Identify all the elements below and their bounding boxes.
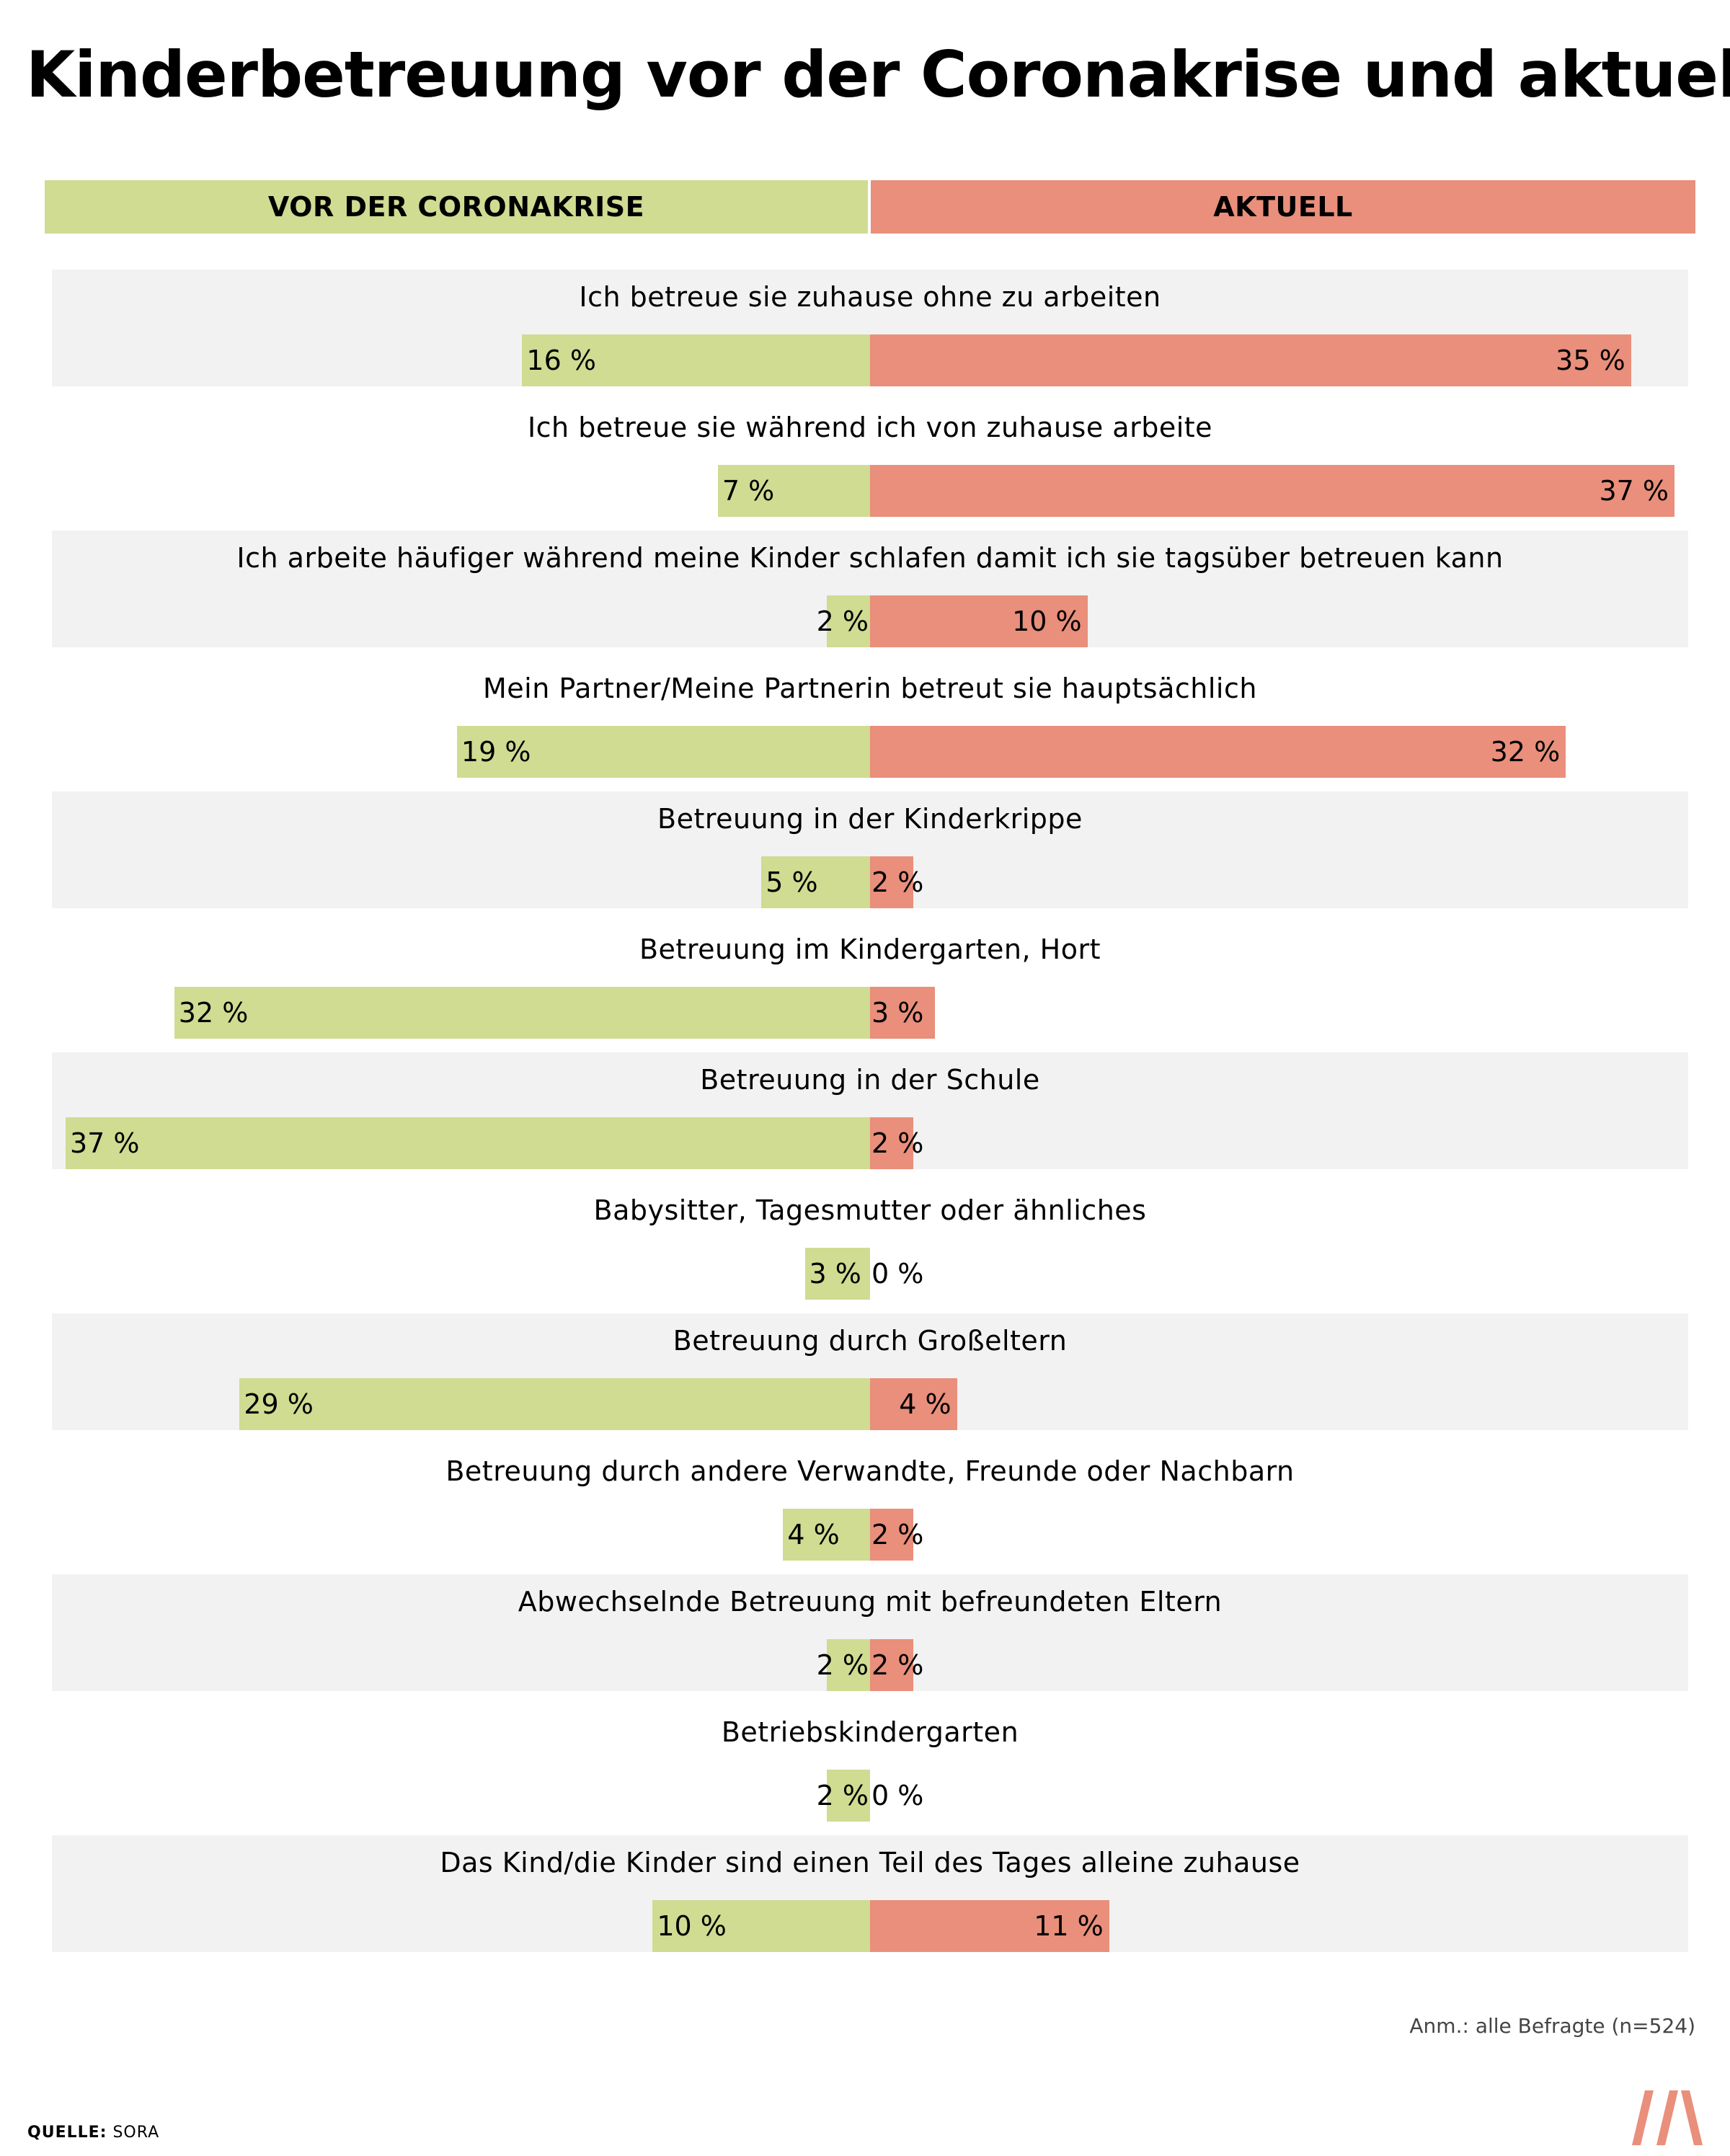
bar-now <box>870 1639 914 1691</box>
bar-now <box>870 1900 1109 1952</box>
bar-now <box>870 856 914 908</box>
value-label-now: 3 % <box>871 997 924 1029</box>
value-label-before: 5 % <box>766 866 818 898</box>
bar-now <box>870 987 936 1039</box>
value-label-before: 2 % <box>816 1780 869 1811</box>
chart-row: Betreuung in der Schule 37 % 2 % <box>52 1052 1688 1169</box>
chart-row: Ich betreue sie während ich von zuhause … <box>52 400 1688 517</box>
value-label-before: 4 % <box>787 1519 840 1551</box>
category-label: Betreuung im Kindergarten, Hort <box>639 933 1101 965</box>
legend-before: VOR DER CORONAKRISE <box>45 180 868 234</box>
value-label-before: 3 % <box>809 1258 861 1290</box>
bar-before <box>804 1248 870 1300</box>
source-label: QUELLE: <box>27 2124 107 2142</box>
value-label-now: 10 % <box>1012 605 1082 637</box>
bar-now <box>870 1117 914 1169</box>
chart-row: Betreuung im Kindergarten, Hort 32 % 3 % <box>52 922 1688 1039</box>
chart-row: Ich arbeite häufiger während meine Kinde… <box>52 531 1688 647</box>
value-label-now: 0 % <box>871 1780 924 1811</box>
category-label: Ich betreue sie zuhause ohne zu arbeiten <box>579 281 1161 313</box>
source-value: SORA <box>112 2124 160 2142</box>
category-label: Abwechselnde Betreuung mit befreundeten … <box>518 1586 1223 1618</box>
bar-before <box>717 465 870 517</box>
value-label-now: 37 % <box>1599 475 1669 507</box>
chart-row: Das Kind/die Kinder sind einen Teil des … <box>52 1835 1688 1952</box>
category-label: Betreuung in der Schule <box>700 1064 1040 1096</box>
value-label-now: 2 % <box>871 1127 924 1159</box>
bar-now <box>870 334 1631 386</box>
category-label: Betreuung in der Kinderkrippe <box>657 803 1083 835</box>
bar-before <box>66 1117 870 1169</box>
chart-row: Mein Partner/Meine Partnerin betreut sie… <box>52 661 1688 778</box>
value-label-before: 32 % <box>178 997 249 1029</box>
chart-row: Abwechselnde Betreuung mit befreundeten … <box>52 1574 1688 1691</box>
value-label-now: 0 % <box>871 1258 924 1290</box>
chart-row: Babysitter, Tagesmutter oder ähnliches 3 … <box>52 1183 1688 1300</box>
chart-row: Ich betreue sie zuhause ohne zu arbeiten… <box>52 270 1688 386</box>
footnote: Anm.: alle Befragte (n=524) <box>1409 2014 1695 2038</box>
category-label: Mein Partner/Meine Partnerin betreut sie… <box>483 673 1257 704</box>
bar-before <box>652 1900 870 1952</box>
chart-row: Betreuung in der Kinderkrippe 5 % 2 % <box>52 791 1688 908</box>
category-label: Betreuung durch Großeltern <box>673 1325 1068 1357</box>
legend-now: AKTUELL <box>871 180 1695 234</box>
value-label-now: 4 % <box>899 1388 952 1420</box>
value-label-before: 19 % <box>461 736 531 768</box>
bar-before <box>522 334 870 386</box>
value-label-before: 2 % <box>816 1649 869 1681</box>
bar-before <box>456 726 870 778</box>
value-label-now: 2 % <box>871 1649 924 1681</box>
value-label-before: 29 % <box>244 1388 314 1420</box>
bar-before <box>826 1639 870 1691</box>
category-label: Betriebskindergarten <box>721 1716 1019 1748</box>
value-label-now: 32 % <box>1490 736 1561 768</box>
bar-before <box>174 987 870 1039</box>
chart-row: Betreuung durch andere Verwandte, Freund… <box>52 1444 1688 1561</box>
bar-now <box>870 726 1566 778</box>
category-label: Babysitter, Tagesmutter oder ähnliches <box>593 1194 1147 1226</box>
value-label-now: 2 % <box>871 1519 924 1551</box>
bar-now <box>870 1509 914 1561</box>
bar-before <box>239 1378 870 1430</box>
value-label-before: 16 % <box>526 345 596 376</box>
bar-before <box>761 856 870 908</box>
category-label: Betreuung durch andere Verwandte, Freund… <box>445 1455 1295 1487</box>
value-label-before: 37 % <box>70 1127 140 1159</box>
value-label-now: 35 % <box>1556 345 1625 376</box>
chart-row: Betriebskindergarten 2 % 0 % <box>52 1705 1688 1822</box>
category-label: Das Kind/die Kinder sind einen Teil des … <box>440 1847 1300 1878</box>
value-label-before: 2 % <box>816 605 869 637</box>
category-label: Ich arbeite häufiger während meine Kinde… <box>236 542 1504 574</box>
value-label-before: 10 % <box>657 1910 727 1942</box>
category-label: Ich betreue sie während ich von zuhause … <box>527 412 1213 443</box>
brand-logo <box>1632 2090 1703 2145</box>
bar-now <box>870 1378 957 1430</box>
chart-row: Betreuung durch Großeltern 29 % 4 % <box>52 1313 1688 1430</box>
bar-before <box>826 1770 870 1822</box>
chart-title: Kinderbetreuung vor der Coronakrise und … <box>26 37 1730 112</box>
bar-before <box>826 595 870 647</box>
value-label-now: 2 % <box>871 866 924 898</box>
bar-now <box>870 595 1088 647</box>
value-label-now: 11 % <box>1034 1910 1104 1942</box>
value-label-before: 7 % <box>722 475 775 507</box>
bar-before <box>783 1509 870 1561</box>
bar-now <box>870 465 1674 517</box>
source-line: QUELLE: SORA <box>27 2124 159 2142</box>
